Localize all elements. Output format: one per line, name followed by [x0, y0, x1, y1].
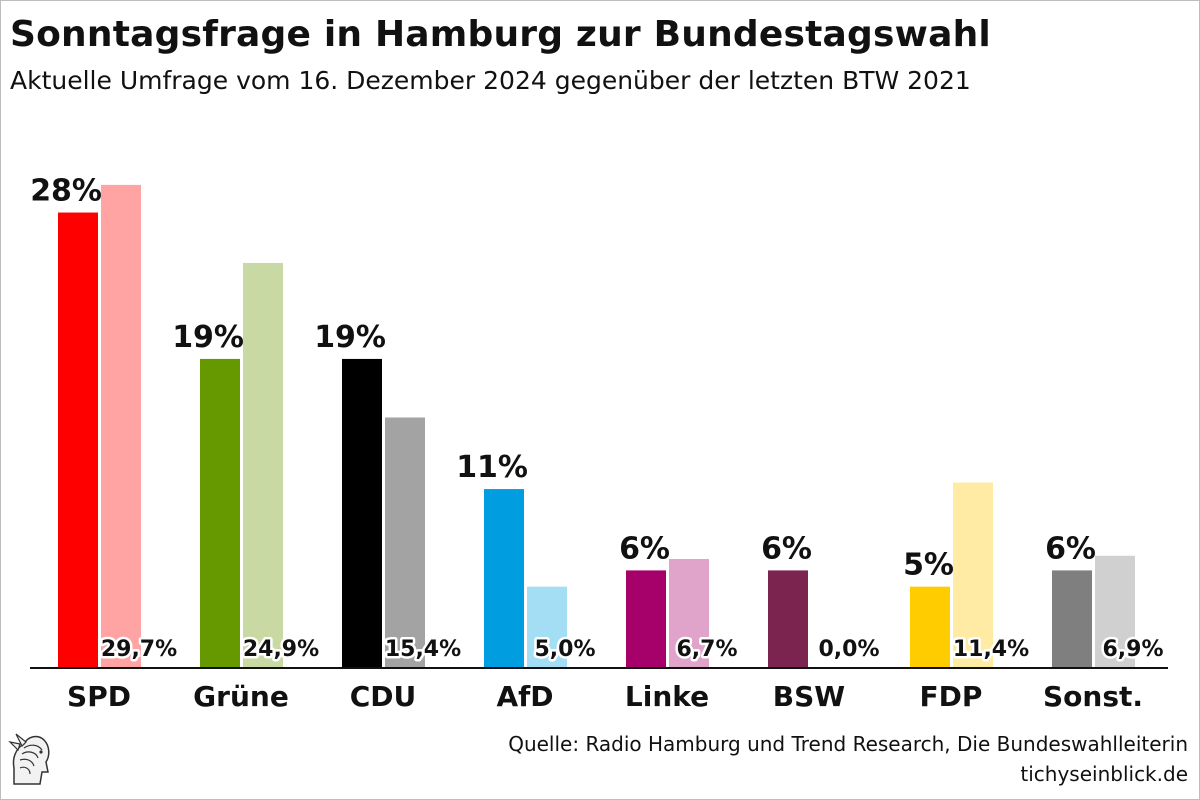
hermes-head-logo [8, 733, 50, 785]
chart-subtitle: Aktuelle Umfrage vom 16. Dezember 2024 g… [10, 66, 971, 95]
category-label-3: AfD [496, 680, 553, 713]
source-note: Quelle: Radio Hamburg und Trend Research… [508, 732, 1188, 756]
value-label-previous-0: 29,7% [101, 637, 177, 662]
bar-previous-0 [101, 184, 141, 668]
category-label-4: Linke [625, 680, 709, 713]
bar-previous-4 [669, 559, 709, 668]
bar-current-0 [58, 212, 98, 669]
value-label-current-2: 19% [314, 320, 386, 355]
category-label-2: CDU [350, 680, 417, 713]
bar-current-5 [768, 570, 808, 668]
bar-current-2 [342, 358, 382, 668]
value-label-previous-2: 15,4% [385, 637, 461, 662]
value-label-previous-4: 6,7% [676, 637, 737, 662]
value-label-previous-6: 11,4% [953, 637, 1029, 662]
value-label-current-6: 5% [903, 548, 954, 583]
bar-previous-6 [953, 482, 993, 668]
value-label-previous-1: 24,9% [243, 637, 319, 662]
value-label-current-7: 6% [1045, 531, 1096, 566]
site-credit: tichyseinblick.de [1020, 762, 1188, 786]
category-label-5: BSW [773, 680, 846, 713]
value-label-current-5: 6% [761, 531, 812, 566]
value-label-current-4: 6% [619, 531, 670, 566]
value-label-current-3: 11% [456, 450, 528, 485]
category-label-0: SPD [67, 680, 131, 713]
value-label-previous-3: 5,0% [534, 637, 595, 662]
category-label-7: Sonst. [1043, 680, 1143, 713]
bar-current-7 [1052, 570, 1092, 668]
bar-current-4 [626, 570, 666, 668]
category-label-1: Grüne [193, 680, 289, 713]
bar-previous-1 [243, 262, 283, 668]
bar-previous-2 [385, 417, 425, 668]
value-label-current-1: 19% [172, 320, 244, 355]
bar-current-6 [910, 586, 950, 668]
category-label-6: FDP [920, 680, 983, 713]
bar-current-3 [484, 489, 524, 668]
bar-previous-7 [1095, 555, 1135, 668]
chart-title: Sonntagsfrage in Hamburg zur Bundestagsw… [10, 14, 991, 55]
value-label-current-0: 28% [30, 174, 102, 209]
value-label-previous-7: 6,9% [1102, 637, 1163, 662]
bar-current-1 [200, 358, 240, 668]
value-label-previous-5: 0,0% [818, 637, 879, 662]
bar-previous-3 [527, 586, 567, 668]
